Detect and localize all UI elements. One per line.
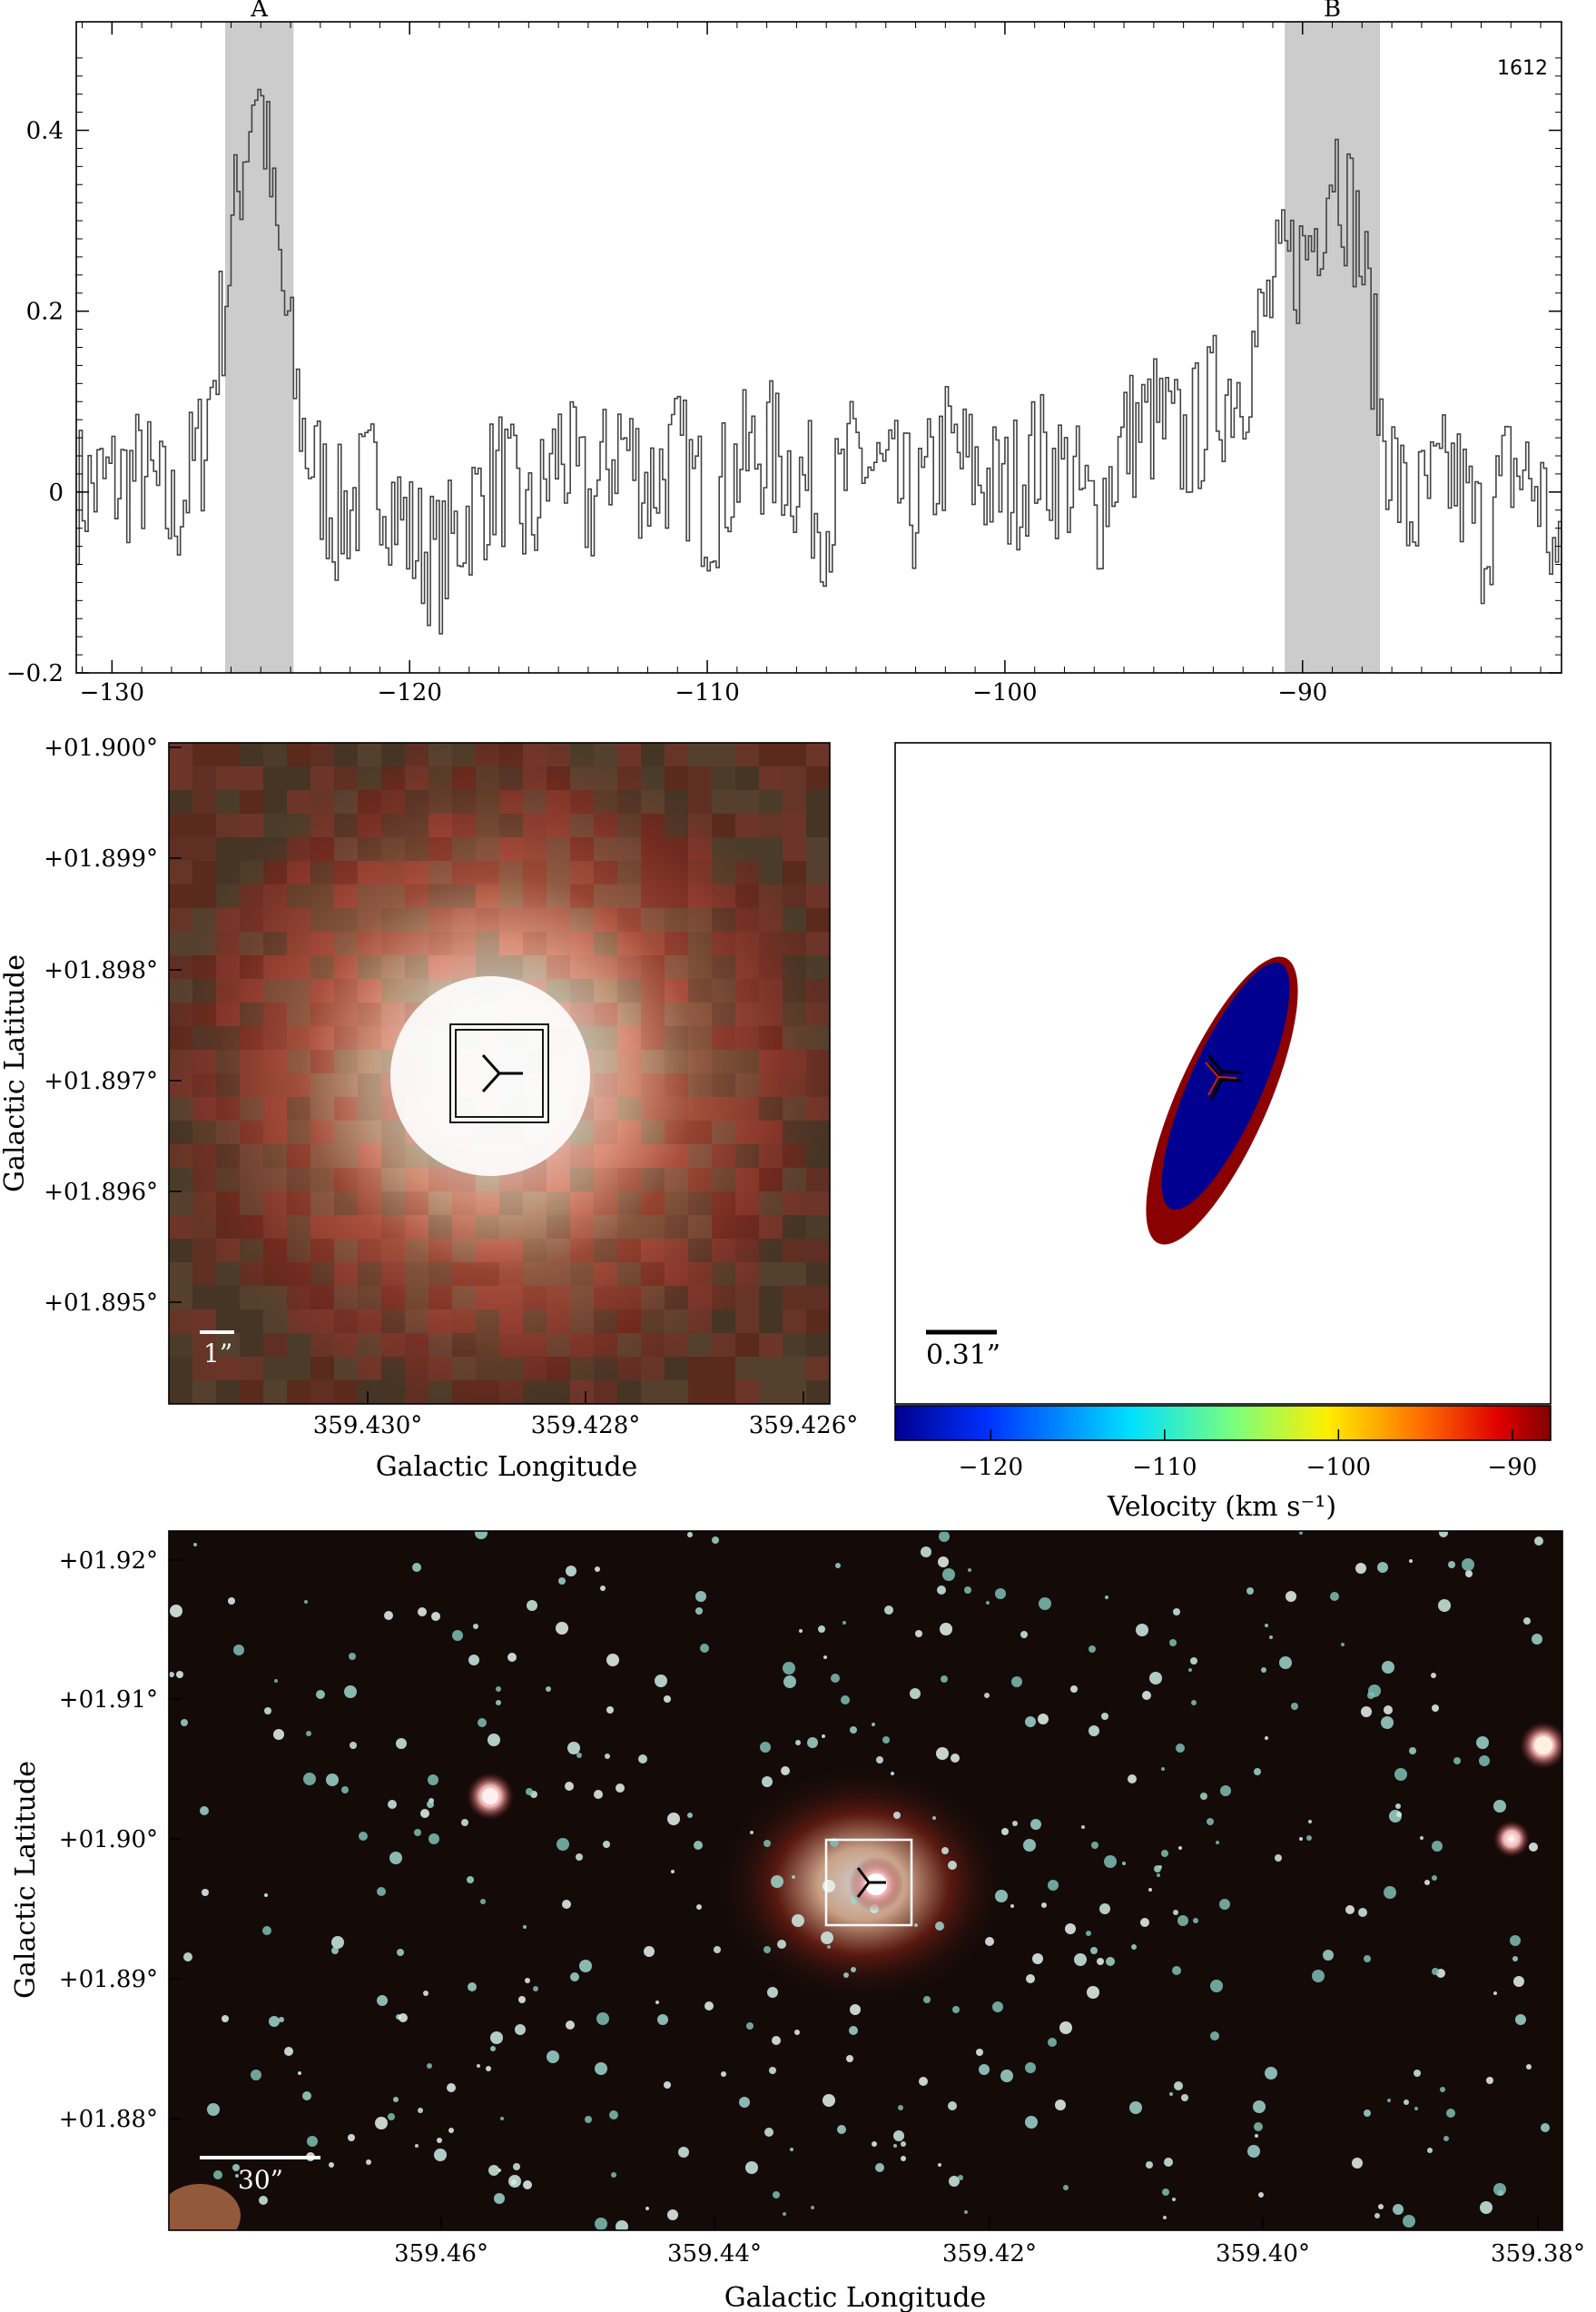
spectrum-x-tick-label: −90 <box>1277 679 1327 706</box>
wide-scale-bar-label: 30” <box>238 2165 283 2195</box>
wide-x-tick-label: 359.38° <box>1491 2240 1585 2268</box>
wide-x-axis-title: Galactic Longitude <box>724 2282 987 2312</box>
wide-x-tick-label: 359.40° <box>1216 2240 1310 2268</box>
wide-y-tick-label: +01.91° <box>59 1686 158 1714</box>
wide-target-box <box>824 1838 913 1927</box>
wide-frame <box>168 1530 1563 2231</box>
spectrum-y-tick-label: 0.2 <box>26 299 64 326</box>
maser-panel: 0.31” −120 −110 −100 −90 Velocity (km s⁻¹) <box>894 742 1552 1523</box>
wide-image <box>169 1531 1562 2230</box>
wide-x-tick-label: 359.42° <box>942 2240 1037 2268</box>
zoom-image <box>169 743 830 1404</box>
spectrum-x-tick-label: −100 <box>972 679 1037 706</box>
spectrum-x-tick-label: −120 <box>377 679 441 706</box>
spectrum-y-tick-label: −0.2 <box>6 660 64 687</box>
ellipse-blue <box>1161 962 1290 1210</box>
zoom-x-tick-label: 359.430° <box>313 1412 423 1439</box>
spectrum-annotation: 1612 <box>1497 57 1548 80</box>
spectrum-x-tick-label: −130 <box>80 679 144 706</box>
spectrum-y-tick-label: 0 <box>48 479 64 507</box>
spectrum-x-tick-label: −110 <box>675 679 739 706</box>
colorbar-tick-label: −110 <box>1132 1454 1197 1481</box>
zoom-x-axis-title: Galactic Longitude <box>376 1451 638 1483</box>
wide-scale-bar: 30” <box>200 2156 320 2195</box>
wide-x-tick-label: 359.46° <box>394 2240 488 2268</box>
zoom-scale-bar: 1” <box>200 1330 234 1368</box>
zoom-x-tick-label: 359.428° <box>531 1412 641 1439</box>
maser-marker-icon <box>481 1053 523 1093</box>
zoom-target-box <box>449 1023 549 1123</box>
spectrum-panel: −130 −120 −110 −100 −90 −0.2 0 0.2 0.4 A B 1612 <box>6 0 1562 706</box>
maser-marker-red-icon <box>1205 1062 1237 1096</box>
maser-scale-bar-label: 0.31” <box>926 1339 1000 1371</box>
region-label-b: B <box>1324 0 1341 23</box>
zoom-y-tick-label: +01.899° <box>44 845 158 873</box>
zoom-y-tick-label: +01.897° <box>44 1068 158 1095</box>
wide-y-tick-label: +01.89° <box>59 1966 158 1993</box>
velocity-colorbar <box>894 1405 1552 1441</box>
maser-scale-bar: 0.31” <box>926 1329 1000 1371</box>
colorbar-tick-label: −90 <box>1487 1454 1537 1481</box>
spectrum-line <box>76 88 1562 635</box>
colorbar-tick-label: −100 <box>1306 1454 1371 1481</box>
wide-image-panel: 30” 359.46° 359.44° 359.42° 359.40° 359.38° … <box>10 1530 1585 2312</box>
wide-y-tick-label: +01.88° <box>59 2106 158 2133</box>
spectrum-y-tick-label: 0.4 <box>26 118 64 145</box>
zoom-image-panel: 1” 359.430° 359.428° 359.426° +01.900° +01.… <box>0 735 858 1483</box>
shaded-region-a <box>224 22 294 673</box>
shaded-region-b <box>1285 22 1381 673</box>
zoom-y-tick-label: +01.898° <box>44 957 158 984</box>
maser-marker-icon <box>856 1867 886 1898</box>
zoom-x-tick-label: 359.426° <box>749 1412 859 1439</box>
zoom-y-tick-label: +01.896° <box>44 1179 158 1206</box>
zoom-y-tick-label: +01.895° <box>44 1289 158 1317</box>
wide-y-tick-label: +01.90° <box>59 1826 158 1853</box>
wide-y-tick-label: +01.92° <box>59 1547 158 1575</box>
wide-x-tick-label: 359.44° <box>667 2240 762 2268</box>
zoom-scale-bar-label: 1” <box>203 1339 232 1368</box>
zoom-y-axis-title: Galactic Latitude <box>0 954 31 1192</box>
zoom-y-tick-label: +01.900° <box>44 735 158 762</box>
colorbar-title: Velocity (km s⁻¹) <box>1107 1491 1336 1523</box>
colorbar-tick-label: −120 <box>959 1454 1023 1481</box>
region-label-a: A <box>250 0 269 23</box>
wide-y-axis-title: Galactic Latitude <box>10 1761 42 1999</box>
zoom-frame <box>168 742 831 1405</box>
